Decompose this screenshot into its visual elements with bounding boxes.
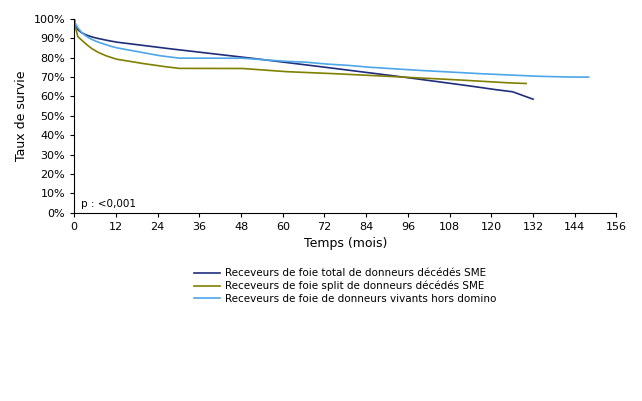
Line: Receveurs de foie split de donneurs décédés SME: Receveurs de foie split de donneurs décé… [74, 19, 526, 83]
Receveurs de foie split de donneurs décédés SME [426, 76, 434, 81]
Receveurs de foie de donneurs vivants hors domino [570, 75, 578, 79]
Receveurs de foie de donneurs vivants hors domino [585, 75, 593, 79]
Y-axis label: Taux de survie: Taux de survie [15, 71, 28, 161]
Receveurs de foie total de donneurs décédés SME [516, 92, 524, 97]
Receveurs de foie de donneurs vivants hors domino [320, 61, 328, 66]
Receveurs de foie split de donneurs décédés SME [290, 70, 298, 75]
Receveurs de foie split de donneurs décédés SME [509, 81, 517, 85]
Receveurs de foie total de donneurs décédés SME [516, 92, 523, 97]
Receveurs de foie total de donneurs décédés SME [94, 36, 101, 41]
Receveurs de foie split de donneurs décédés SME [278, 69, 286, 74]
Receveurs de foie de donneurs vivants hors domino [476, 71, 483, 76]
Receveurs de foie de donneurs vivants hors domino [571, 75, 578, 79]
X-axis label: Temps (mois): Temps (mois) [304, 237, 387, 250]
Line: Receveurs de foie total de donneurs décédés SME: Receveurs de foie total de donneurs décé… [74, 19, 533, 99]
Receveurs de foie split de donneurs décédés SME [522, 81, 530, 86]
Receveurs de foie total de donneurs décédés SME [431, 79, 439, 84]
Receveurs de foie total de donneurs décédés SME [529, 97, 537, 101]
Receveurs de foie de donneurs vivants hors domino [96, 41, 104, 45]
Legend: Receveurs de foie total de donneurs décédés SME, Receveurs de foie split de donn: Receveurs de foie total de donneurs décé… [194, 268, 497, 304]
Receveurs de foie split de donneurs décédés SME [94, 49, 101, 54]
Text: p : <0,001: p : <0,001 [81, 199, 136, 209]
Line: Receveurs de foie de donneurs vivants hors domino: Receveurs de foie de donneurs vivants ho… [74, 19, 589, 77]
Receveurs de foie de donneurs vivants hors domino [71, 16, 78, 21]
Receveurs de foie split de donneurs décédés SME [71, 16, 78, 21]
Receveurs de foie total de donneurs décédés SME [71, 16, 78, 21]
Receveurs de foie total de donneurs décédés SME [293, 61, 301, 66]
Receveurs de foie de donneurs vivants hors domino [307, 60, 315, 65]
Receveurs de foie total de donneurs décédés SME [281, 60, 289, 65]
Receveurs de foie de donneurs vivants hors domino [569, 75, 577, 79]
Receveurs de foie split de donneurs décédés SME [509, 81, 517, 85]
